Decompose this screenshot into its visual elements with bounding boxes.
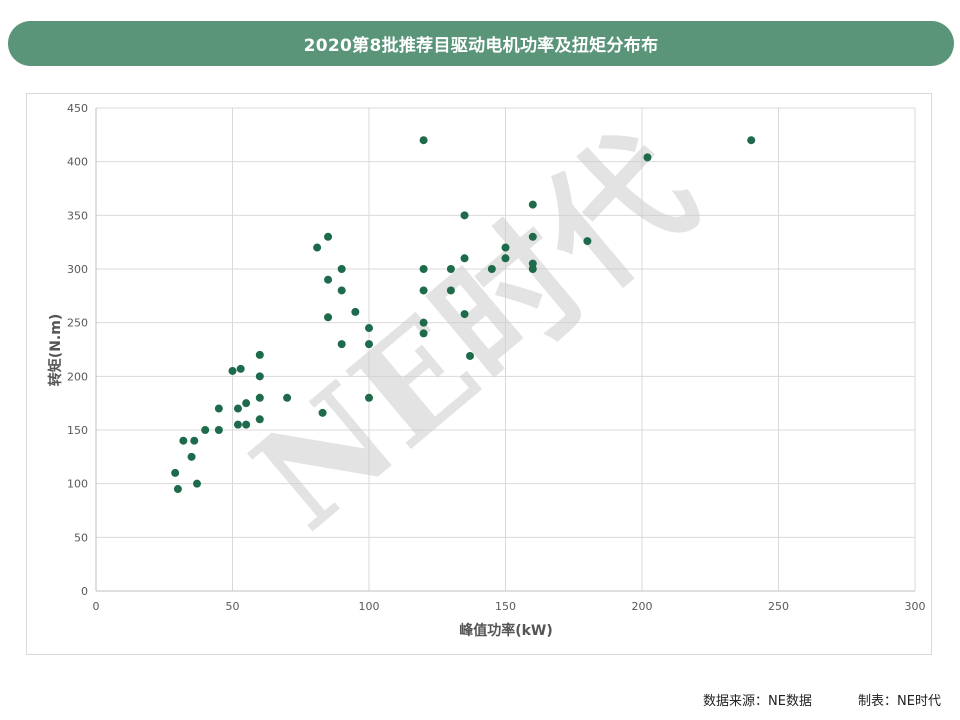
chart-title: 2020第8批推荐目驱动电机功率及扭矩分布布 (303, 36, 659, 56)
data-point (233, 420, 242, 429)
tick-labels: 0 50 100 150 200 250 300 350 400 450 0 50 100 150 200 2… (67, 102, 926, 613)
x-tick-label: 150 (495, 600, 516, 613)
data-point (171, 468, 180, 477)
data-point (193, 479, 202, 488)
y-tick-label: 150 (67, 424, 88, 437)
data-point (324, 232, 333, 241)
y-tick-label: 0 (81, 585, 88, 598)
data-point (214, 426, 223, 434)
data-point (466, 351, 475, 360)
data-point (255, 415, 264, 424)
data-point (460, 254, 469, 263)
x-tick-label: 300 (905, 600, 926, 613)
x-tick-label: 250 (768, 600, 789, 613)
data-point (528, 265, 537, 273)
x-tick-label: 200 (632, 600, 653, 613)
data-point (460, 211, 469, 220)
data-point (313, 243, 322, 252)
data-point (337, 286, 346, 295)
data-point (460, 310, 469, 319)
x-tick-label: 100 (359, 600, 380, 613)
data-point (365, 324, 373, 333)
axes (95, 108, 915, 592)
data-source-note: 数据来源：NE数据 (703, 694, 812, 709)
data-point (236, 364, 245, 373)
data-point (255, 372, 264, 381)
data-point (214, 404, 223, 413)
data-point (242, 420, 251, 429)
data-point (201, 426, 210, 434)
data-point (365, 393, 373, 402)
data-point (501, 254, 510, 263)
data-point (187, 452, 196, 461)
data-point (255, 350, 264, 359)
data-point (419, 286, 428, 295)
watermark-text: NE时代 (224, 105, 724, 561)
y-tick-label: 200 (67, 370, 88, 383)
y-tick-label: 300 (67, 263, 88, 276)
maker-note: 制表：NE时代 (858, 694, 941, 709)
data-point (255, 393, 264, 402)
chart-frame (26, 93, 932, 655)
data-point (365, 340, 373, 349)
data-point (528, 200, 537, 209)
data-point (337, 265, 346, 273)
y-tick-label: 250 (67, 317, 88, 330)
data-point (324, 275, 333, 284)
data-point (446, 286, 455, 295)
data-point (419, 136, 428, 145)
y-tick-label: 50 (74, 531, 88, 544)
data-point (501, 243, 510, 252)
data-point (528, 232, 537, 241)
y-axis-label: 转矩(N.m) (47, 314, 64, 386)
data-point (318, 408, 327, 417)
y-tick-label: 350 (67, 209, 88, 222)
data-point (643, 153, 652, 162)
data-point (228, 366, 237, 375)
data-point (283, 393, 292, 402)
data-points (171, 136, 756, 494)
data-point (747, 136, 756, 145)
data-point (446, 265, 455, 273)
data-point (419, 265, 428, 273)
data-point (351, 307, 360, 316)
data-point (583, 237, 592, 246)
data-point (190, 436, 199, 445)
watermark: NE时代 (224, 105, 724, 561)
data-point (419, 329, 428, 338)
x-tick-label: 50 (226, 600, 240, 613)
data-point (173, 485, 182, 494)
data-point (179, 436, 188, 445)
data-point (233, 404, 242, 413)
data-point (242, 399, 251, 408)
title-banner: 2020第8批推荐目驱动电机功率及扭矩分布布 (8, 21, 954, 66)
y-tick-label: 100 (67, 478, 88, 491)
y-tick-label: 450 (67, 102, 88, 115)
x-tick-label: 0 (93, 600, 100, 613)
data-point (419, 318, 428, 327)
data-point (487, 265, 496, 273)
grid-lines (96, 107, 916, 591)
y-tick-label: 400 (67, 156, 88, 169)
data-point (337, 340, 346, 349)
data-point (324, 313, 333, 322)
x-axis-label: 峰值功率(kW) (459, 622, 553, 639)
